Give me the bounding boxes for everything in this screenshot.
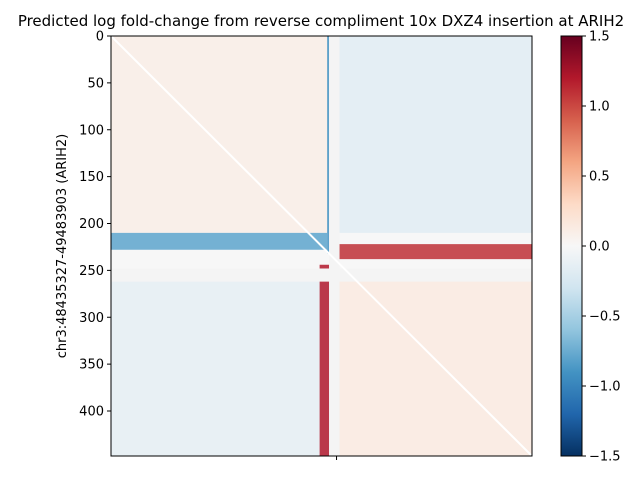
y-tick-label: 250 (79, 264, 104, 279)
y-tick-label: 200 (79, 217, 104, 232)
background-block-0 (111, 36, 337, 233)
stripe-lower-column (319, 264, 331, 456)
stripe-left-row (111, 232, 328, 250)
diagonal-line (111, 36, 532, 456)
masked-column (329, 36, 340, 456)
colorbar-tick-label: 0.0 (589, 240, 610, 255)
plot-frame (110, 35, 533, 457)
colorbar-ticks: 1.5 1.0 0.5 0.0 −0.5 −1.0 −1.5 (582, 30, 621, 465)
y-tick-label: 300 (79, 311, 104, 326)
background-block-2 (111, 279, 337, 456)
stripe-right-row (338, 244, 532, 260)
background-block-3 (336, 279, 532, 456)
colorbar-tick-label: −0.5 (589, 310, 621, 325)
y-tick-label: 400 (79, 405, 104, 420)
y-tick-label: 50 (87, 76, 104, 91)
y-axis: 0 50 100 150 200 250 300 350 400 (79, 30, 111, 420)
colorbar-tick-label: −1.0 (589, 380, 621, 395)
y-tick-label: 350 (79, 358, 104, 373)
chart-title: Predicted log fold-change from reverse c… (18, 12, 624, 30)
background-block-1 (336, 36, 532, 233)
colorbar (560, 35, 583, 457)
y-axis-label: chr3:48435327-49483903 (ARIH2) (55, 134, 70, 359)
y-tick-label: 150 (79, 170, 104, 185)
heatmap-plot (111, 36, 532, 456)
colorbar-tick-label: 1.0 (589, 100, 610, 115)
y-tick-label: 100 (79, 123, 104, 138)
colorbar-tick-label: −1.5 (589, 450, 621, 465)
colorbar-tick-label: 1.5 (589, 30, 610, 45)
colorbar-tick-label: 0.5 (589, 170, 610, 185)
masked-row (111, 268, 532, 282)
y-tick-label: 0 (96, 30, 104, 45)
